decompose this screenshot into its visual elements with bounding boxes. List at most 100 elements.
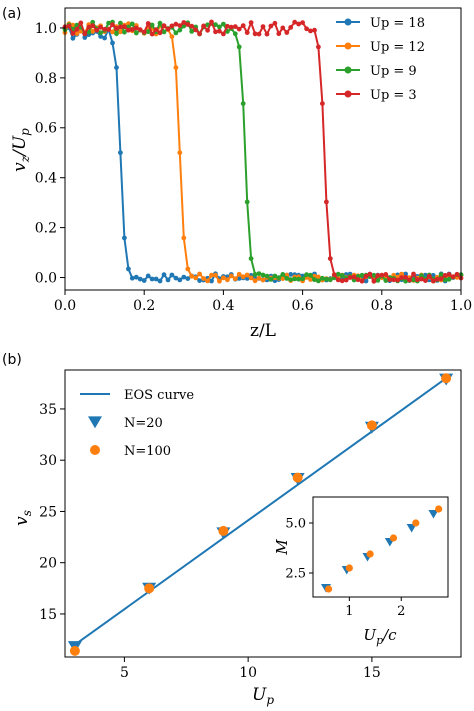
point-up-12-37 — [209, 272, 214, 278]
point-n-100-2 — [218, 525, 229, 536]
point-up-12-32 — [189, 273, 195, 279]
point-up-3-39 — [217, 28, 222, 34]
a-x-tick-label-0: 0.0 — [54, 298, 76, 314]
legend-item-n-20: N=20 — [88, 416, 163, 431]
point-up-18-86 — [403, 271, 408, 277]
svg-text:vz/Up: vz/Up — [10, 128, 32, 172]
point-up-3-16 — [125, 27, 131, 33]
point-up-9-45 — [240, 101, 246, 106]
legend-item-eos-curve: EOS curve — [80, 388, 194, 403]
panel-b-legend: EOS curve N=20 N=100 — [80, 388, 194, 459]
inset-point-n-100-5 — [435, 505, 443, 513]
legend-label-up-9: Up = 9 — [370, 64, 417, 79]
inset-point-n-100-2 — [366, 550, 374, 558]
point-up-12-39 — [217, 278, 222, 284]
point-up-9-95 — [438, 272, 444, 278]
point-n-100-0 — [69, 645, 80, 656]
point-up-3-55 — [280, 25, 286, 31]
point-up-3-58 — [292, 19, 298, 25]
point-up-3-54 — [276, 31, 282, 37]
a-x-tick-label-3: 0.6 — [291, 298, 313, 314]
point-up-3-73 — [351, 274, 357, 280]
point-up-3-59 — [296, 21, 301, 27]
point-up-3-82 — [387, 277, 393, 282]
legend-marker-up-18 — [344, 18, 352, 26]
inset-point-n-100-4 — [412, 519, 420, 527]
point-up-3-27 — [169, 23, 175, 29]
point-up-9-44 — [236, 44, 242, 50]
point-up-3-12 — [110, 22, 115, 28]
point-up-9-24 — [157, 20, 163, 26]
point-up-9-29 — [177, 27, 183, 33]
point-up-3-3 — [74, 26, 80, 32]
point-up-18-19 — [137, 276, 143, 282]
point-up-9-18 — [133, 30, 139, 36]
point-n-100-3 — [292, 472, 303, 483]
point-up-18-25 — [161, 272, 167, 278]
legend-label-eos-curve: EOS curve — [124, 388, 194, 403]
svg-text:vs: vs — [12, 510, 34, 526]
point-up-3-88 — [411, 271, 416, 277]
point-up-12-40 — [221, 275, 226, 281]
point-up-18-21 — [145, 273, 151, 279]
point-up-9-38 — [213, 22, 218, 28]
point-up-3-71 — [343, 277, 349, 283]
point-up-9-54 — [276, 275, 282, 281]
point-up-18-29 — [177, 277, 183, 283]
series-up-3 — [62, 19, 464, 284]
point-up-9-51 — [264, 273, 270, 279]
point-up-3-87 — [407, 277, 412, 283]
point-up-3-96 — [442, 273, 448, 278]
point-up-9-30 — [181, 23, 187, 29]
panel-a-x-label: z/L — [250, 321, 276, 341]
point-up-18-9 — [98, 34, 103, 39]
point-up-3-9 — [98, 24, 103, 30]
point-up-3-38 — [213, 29, 218, 35]
point-up-3-25 — [161, 23, 167, 29]
point-up-3-17 — [129, 27, 135, 32]
legend-label-up-12: Up = 12 — [370, 40, 425, 55]
point-up-3-51 — [264, 31, 270, 37]
point-up-12-47 — [248, 275, 254, 281]
point-up-3-97 — [446, 272, 452, 277]
legend-label-up-3: Up = 3 — [370, 88, 417, 103]
point-n-100-5 — [441, 373, 452, 384]
a-x-tick-label-4: 0.8 — [371, 298, 393, 314]
point-up-3-19 — [137, 27, 143, 33]
inset-x-tick-label-0: 1 — [345, 604, 353, 619]
a-y-tick-label-5: 1.0 — [35, 21, 57, 37]
point-up-9-47 — [248, 256, 254, 261]
point-up-9-9 — [98, 30, 103, 36]
point-up-9-65 — [320, 275, 325, 281]
panel-b-x-ticks: 5 10 15 — [120, 657, 381, 681]
point-up-9-14 — [118, 20, 123, 26]
point-up-3-21 — [145, 21, 151, 26]
point-up-3-26 — [165, 26, 171, 32]
point-up-9-58 — [292, 276, 298, 282]
point-up-9-52 — [268, 277, 274, 282]
inset-y-ticks: 2.5 5.0 — [285, 517, 313, 582]
point-up-12-36 — [205, 278, 211, 284]
point-up-12-33 — [193, 275, 199, 281]
inset-y-tick-label-1: 5.0 — [285, 517, 306, 532]
point-up-9-21 — [145, 29, 151, 35]
legend-item-up-12: Up = 12 — [336, 40, 425, 55]
point-up-12-27 — [169, 34, 175, 39]
point-up-3-63 — [312, 27, 317, 33]
point-up-9-25 — [161, 29, 167, 35]
a-x-tick-label-2: 0.4 — [212, 298, 234, 314]
point-up-3-34 — [197, 31, 203, 37]
panel-a-x-ticks: 0.0 0.2 0.4 0.6 0.8 1.0 — [54, 290, 472, 314]
point-up-3-50 — [260, 24, 266, 29]
point-up-12-45 — [240, 274, 246, 280]
point-up-12-35 — [201, 276, 207, 281]
point-up-12-34 — [197, 271, 203, 277]
a-y-tick-label-3: 0.6 — [35, 121, 57, 137]
point-up-3-90 — [419, 276, 424, 282]
point-up-3-40 — [221, 31, 226, 37]
point-up-9-96 — [442, 277, 448, 283]
inset-x-label: Up/c — [363, 626, 397, 647]
point-up-3-46 — [244, 30, 250, 35]
a-y-tick-label-2: 0.4 — [35, 171, 57, 187]
